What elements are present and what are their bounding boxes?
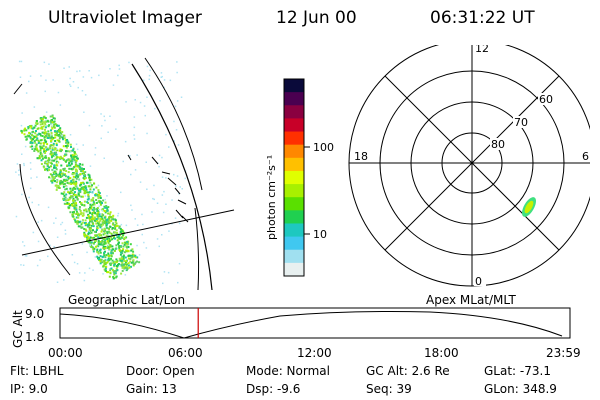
filter-info: Flt: LBHL	[10, 364, 64, 378]
colorbar-band	[284, 236, 304, 251]
geographic-image-panel	[13, 57, 235, 290]
colorbar-band	[284, 92, 304, 106]
colorbar-band	[284, 184, 304, 198]
seq-info: Seq: 39	[366, 382, 412, 396]
gc-alt-info: GC Alt: 2.6 Re	[366, 364, 450, 378]
gain-info: Gain: 13	[126, 382, 177, 396]
earth-limb-arc	[131, 63, 213, 290]
colorbar-band	[284, 170, 304, 185]
x-tick-2359: 23:59	[546, 346, 581, 360]
colorbar-band	[284, 223, 304, 238]
polar-plot: 12 0 18 6 60 70 80	[348, 45, 590, 288]
y-tick-1.8: 1.8	[25, 330, 44, 344]
app-title: Ultraviolet Imager	[48, 8, 202, 28]
latitude-circle	[19, 163, 71, 276]
colorbar-band	[284, 144, 304, 159]
glon-info: GLon: 348.9	[484, 382, 557, 396]
auroral-spot-inner	[524, 200, 534, 214]
x-tick-0000: 00:00	[48, 346, 83, 360]
colorbar-tick-100: 100	[313, 141, 334, 154]
colorbar-band	[284, 79, 304, 93]
lat-label-80: 80	[491, 138, 505, 151]
longitude-line	[194, 207, 200, 290]
latitude-line	[21, 209, 235, 256]
apex-label: Apex MLat/MLT	[426, 293, 516, 307]
mlt-label-12: 12	[475, 45, 489, 55]
colorbar-band	[284, 118, 304, 133]
colorbar-tick-10: 10	[313, 228, 327, 241]
colorbar-band	[284, 210, 304, 224]
colorbar-frame	[283, 78, 305, 277]
colorbar-band	[284, 262, 304, 277]
mlt-label-0: 0	[475, 275, 482, 288]
x-tick-0600: 06:00	[168, 346, 203, 360]
colorbar-band	[284, 249, 304, 264]
door-info: Door: Open	[126, 364, 195, 378]
colorbar-band	[284, 131, 304, 146]
colorbar: 100 10 photon cm⁻²s⁻¹	[265, 78, 334, 277]
glat-info: GLat: -73.1	[484, 364, 551, 378]
altitude-curve	[59, 311, 563, 339]
ip-info: IP: 9.0	[10, 382, 48, 396]
terminator-arc	[144, 57, 203, 191]
orbit-altitude-plot: GC Alt 9.0 1.8	[11, 307, 571, 348]
mlt-label-18: 18	[354, 150, 368, 163]
time-label: 06:31:22 UT	[430, 8, 535, 28]
dsp-info: Dsp: -9.6	[246, 382, 301, 396]
colorbar-band	[284, 197, 304, 211]
auroral-emission-region	[15, 60, 187, 285]
mode-info: Mode: Normal	[246, 364, 330, 378]
x-tick-1800: 18:00	[424, 346, 459, 360]
x-tick-1200: 12:00	[297, 346, 332, 360]
y-tick-9: 9.0	[25, 307, 44, 321]
lat-label-60: 60	[539, 93, 553, 106]
lat-label-70: 70	[514, 116, 528, 129]
colorbar-band	[284, 157, 304, 172]
grid-tick-marks	[13, 83, 189, 223]
orbit-axis-title: GC Alt	[11, 310, 25, 348]
geographic-label: Geographic Lat/Lon	[68, 293, 186, 307]
colorbar-band	[284, 105, 304, 119]
date-label: 12 Jun 00	[276, 8, 357, 28]
colorbar-unit-label: photon cm⁻²s⁻¹	[265, 155, 278, 240]
polar-diag-2	[384, 75, 560, 251]
orbit-plot-frame	[59, 307, 571, 339]
mlt-label-6: 6	[582, 150, 589, 163]
